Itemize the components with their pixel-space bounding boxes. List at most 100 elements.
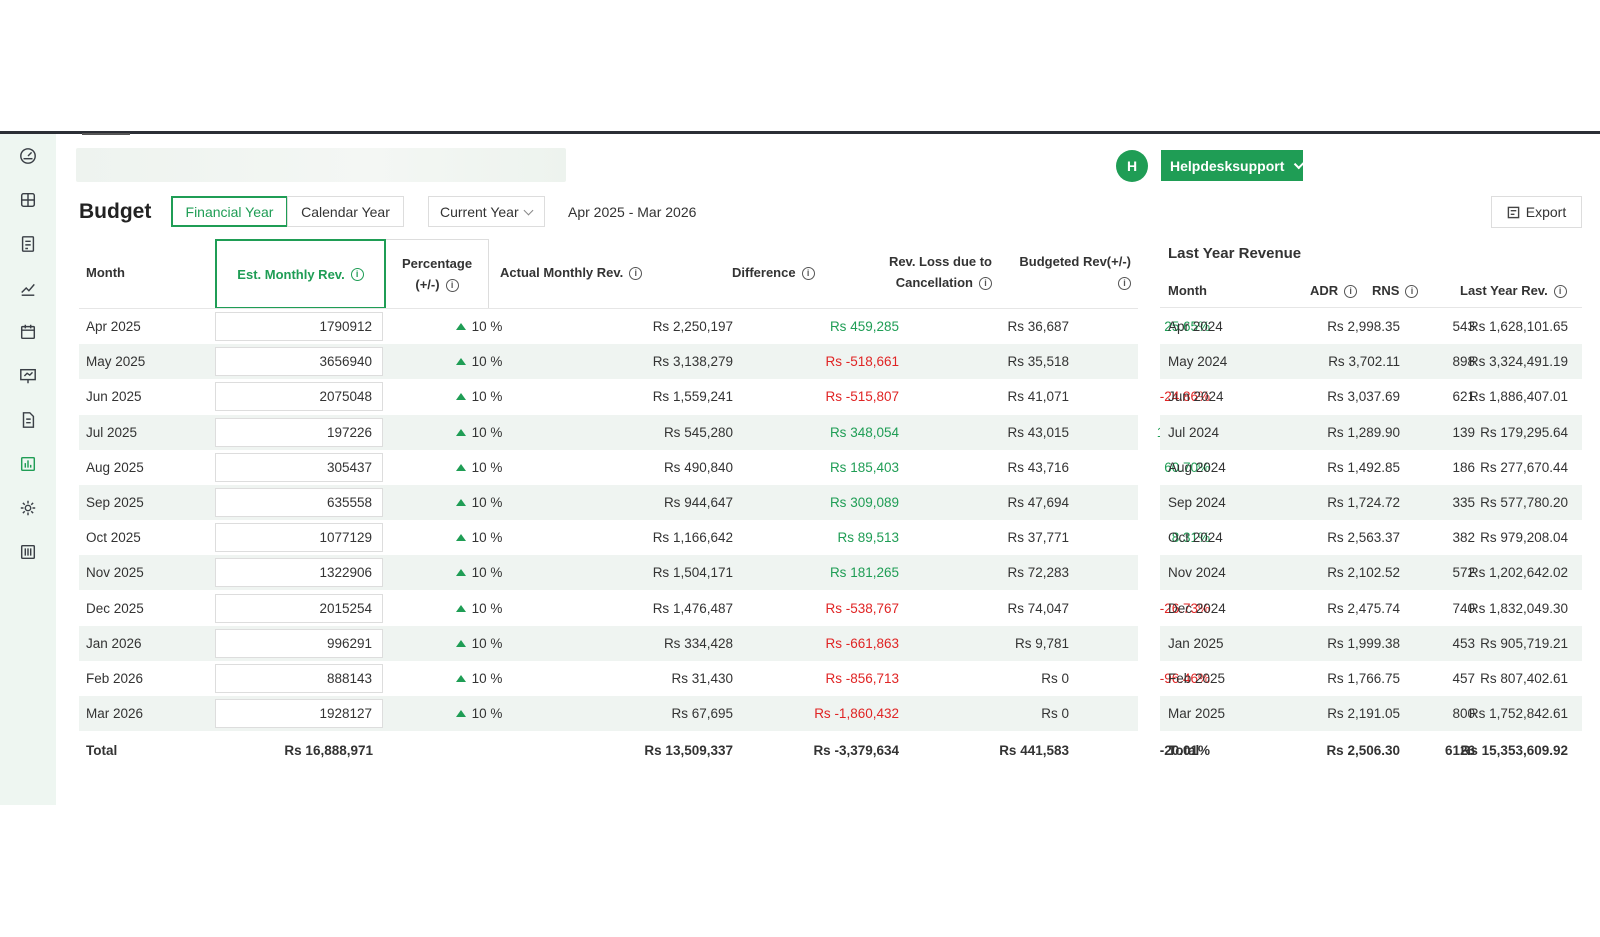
table-row: Aug 2024 Rs 1,492.85 186 Rs 277,670.44 xyxy=(1160,450,1582,485)
est-monthly-rev-input[interactable]: 888143 xyxy=(215,664,383,693)
info-icon[interactable]: i xyxy=(1118,277,1131,291)
ly-month-cell: Jun 2024 xyxy=(1168,389,1224,405)
percentage-cell[interactable]: 10 % xyxy=(439,485,519,520)
period-select[interactable]: Current Year xyxy=(428,196,545,227)
top-tab-indicator xyxy=(82,133,130,135)
info-icon[interactable]: i xyxy=(801,267,815,281)
percentage-cell[interactable]: 10 % xyxy=(439,415,519,450)
export-label: Export xyxy=(1525,204,1567,220)
report-icon[interactable] xyxy=(17,233,39,255)
ly-rns-label: RNS xyxy=(1372,283,1400,298)
col-header-loss-line2: Cancellation xyxy=(895,275,973,290)
percentage-cell[interactable]: 10 % xyxy=(439,450,519,485)
budgeted-rev-cell: 25.65% xyxy=(1164,319,1210,334)
difference-cell: Rs 309,089 xyxy=(829,495,899,510)
est-monthly-rev-input[interactable]: 1790912 xyxy=(215,312,383,341)
est-monthly-rev-input[interactable]: 197226 xyxy=(215,417,383,447)
percentage-cell[interactable]: 10 % xyxy=(439,661,519,696)
ly-rns-cell: 457 xyxy=(1452,671,1475,686)
ly-month-cell: Jul 2024 xyxy=(1168,424,1220,440)
percentage-cell[interactable]: 10 % xyxy=(439,344,519,379)
percentage-value: 10 % xyxy=(471,424,503,440)
presentation-icon[interactable] xyxy=(17,365,39,387)
table-row: Feb 2026 888143 10 % Rs 31,430 Rs -856,713 Rs… xyxy=(79,661,1210,696)
settings-icon[interactable] xyxy=(17,497,39,519)
top-divider xyxy=(0,131,1600,134)
ly-rev-cell: Rs 979,208.04 xyxy=(1480,530,1568,546)
est-monthly-rev-input[interactable]: 635558 xyxy=(215,488,383,517)
info-icon[interactable]: i xyxy=(1553,285,1567,299)
dashboard-icon[interactable] xyxy=(17,145,39,167)
ly-rns-cell: 800 xyxy=(1452,706,1475,722)
calculator-icon[interactable] xyxy=(17,541,39,563)
percentage-cell[interactable]: 10 % xyxy=(439,555,519,590)
ly-month-cell: Sep 2024 xyxy=(1168,495,1226,510)
triangle-up-icon xyxy=(455,323,466,330)
chart-icon[interactable] xyxy=(17,277,39,299)
avatar[interactable]: H xyxy=(1116,150,1148,182)
info-icon[interactable]: i xyxy=(350,267,364,281)
grid-icon[interactable] xyxy=(17,189,39,211)
table-row: Jun 2025 2075048 10 % Rs 1,559,241 Rs -515,8… xyxy=(79,379,1210,414)
ly-adr-cell: Rs 1,766.75 xyxy=(1327,671,1400,686)
info-icon[interactable]: i xyxy=(1405,285,1419,299)
ly-col-header-rev: Last Year Rev. i xyxy=(1460,280,1567,301)
actual-monthly-rev-cell: Rs 67,695 xyxy=(671,706,733,722)
est-monthly-rev-input[interactable]: 305437 xyxy=(215,452,383,482)
table-row: Jan 2025 Rs 1,999.38 453 Rs 905,719.21 xyxy=(1160,625,1582,661)
document-icon[interactable] xyxy=(17,409,39,431)
est-monthly-rev-input[interactable]: 1322906 xyxy=(215,558,383,588)
page-title: Budget xyxy=(79,200,152,223)
actual-monthly-rev-cell: Rs 31,430 xyxy=(671,671,733,686)
percentage-cell[interactable]: 10 % xyxy=(439,379,519,414)
user-menu-button[interactable]: Helpdesksupport xyxy=(1161,150,1306,181)
actual-monthly-rev-cell: Rs 1,504,171 xyxy=(652,565,733,581)
percentage-cell[interactable]: 10 % xyxy=(439,696,519,731)
triangle-up-icon xyxy=(455,393,466,401)
col-header-est-monthly-rev[interactable]: Est. Monthly Rev. i xyxy=(215,239,386,309)
est-monthly-rev-input[interactable]: 2015254 xyxy=(215,593,383,623)
difference-cell: Rs 459,285 xyxy=(829,319,899,334)
percentage-value: 10 % xyxy=(471,671,503,686)
info-icon[interactable]: i xyxy=(629,267,643,281)
actual-monthly-rev-cell: Rs 1,166,642 xyxy=(652,530,733,546)
percentage-value: 10 % xyxy=(471,565,503,581)
info-icon[interactable]: i xyxy=(445,279,459,293)
est-monthly-rev-input[interactable]: 3656940 xyxy=(215,347,383,377)
percentage-cell[interactable]: 10 % xyxy=(439,309,519,344)
percentage-cell[interactable]: 10 % xyxy=(439,626,519,661)
budgeted-rev-cell: 8.31% xyxy=(1171,530,1210,546)
ly-month-cell: Oct 2024 xyxy=(1168,530,1223,546)
ly-col-header-month: Month xyxy=(1168,283,1207,298)
tab-calendar-year[interactable]: Calendar Year xyxy=(287,196,404,227)
percentage-cell[interactable]: 10 % xyxy=(439,520,519,555)
table-row: Aug 2025 305437 10 % Rs 490,840 Rs 185,403 Rs… xyxy=(79,450,1210,485)
info-icon[interactable]: i xyxy=(979,277,992,291)
ly-total-label: Total xyxy=(1168,743,1200,759)
ly-rns-cell: 898 xyxy=(1452,354,1475,370)
est-monthly-rev-input[interactable]: 2075048 xyxy=(215,382,383,412)
triangle-up-icon xyxy=(455,675,466,682)
budgeted-rev-cell: -24.86% xyxy=(1159,389,1210,405)
ly-month-cell: Dec 2024 xyxy=(1168,600,1226,616)
calendar-icon[interactable] xyxy=(17,321,39,343)
table-row: Jun 2024 Rs 3,037.69 621 Rs 1,886,407.01 xyxy=(1160,379,1582,414)
col-header-rev-loss: Rev. Loss due to Cancellation i xyxy=(870,251,992,293)
est-monthly-rev-input[interactable]: 1928127 xyxy=(215,699,383,729)
tab-financial-year[interactable]: Financial Year xyxy=(171,196,288,227)
rev-loss-cell: Rs 43,716 xyxy=(1007,459,1069,475)
difference-cell: Rs 181,265 xyxy=(829,565,899,581)
table-row: Nov 2024 Rs 2,102.52 572 Rs 1,202,642.02 xyxy=(1160,555,1582,591)
export-button[interactable]: Export xyxy=(1491,196,1582,228)
month-cell: Nov 2025 xyxy=(86,565,144,581)
total-row: Total Rs 16,888,971 Rs 13,509,337 Rs -3,379… xyxy=(79,733,1210,768)
budget-icon[interactable] xyxy=(17,453,39,475)
percentage-cell[interactable]: 10 % xyxy=(439,591,519,626)
difference-cell: Rs -661,863 xyxy=(825,635,899,651)
est-monthly-rev-input[interactable]: 996291 xyxy=(215,628,383,658)
ly-header-divider xyxy=(1160,307,1582,308)
est-monthly-rev-input[interactable]: 1077129 xyxy=(215,523,383,553)
col-header-actual-monthly-rev: Actual Monthly Rev. i xyxy=(500,262,643,283)
table-row: Dec 2024 Rs 2,475.74 740 Rs 1,832,049.30 xyxy=(1160,591,1582,626)
info-icon[interactable]: i xyxy=(1344,285,1358,299)
